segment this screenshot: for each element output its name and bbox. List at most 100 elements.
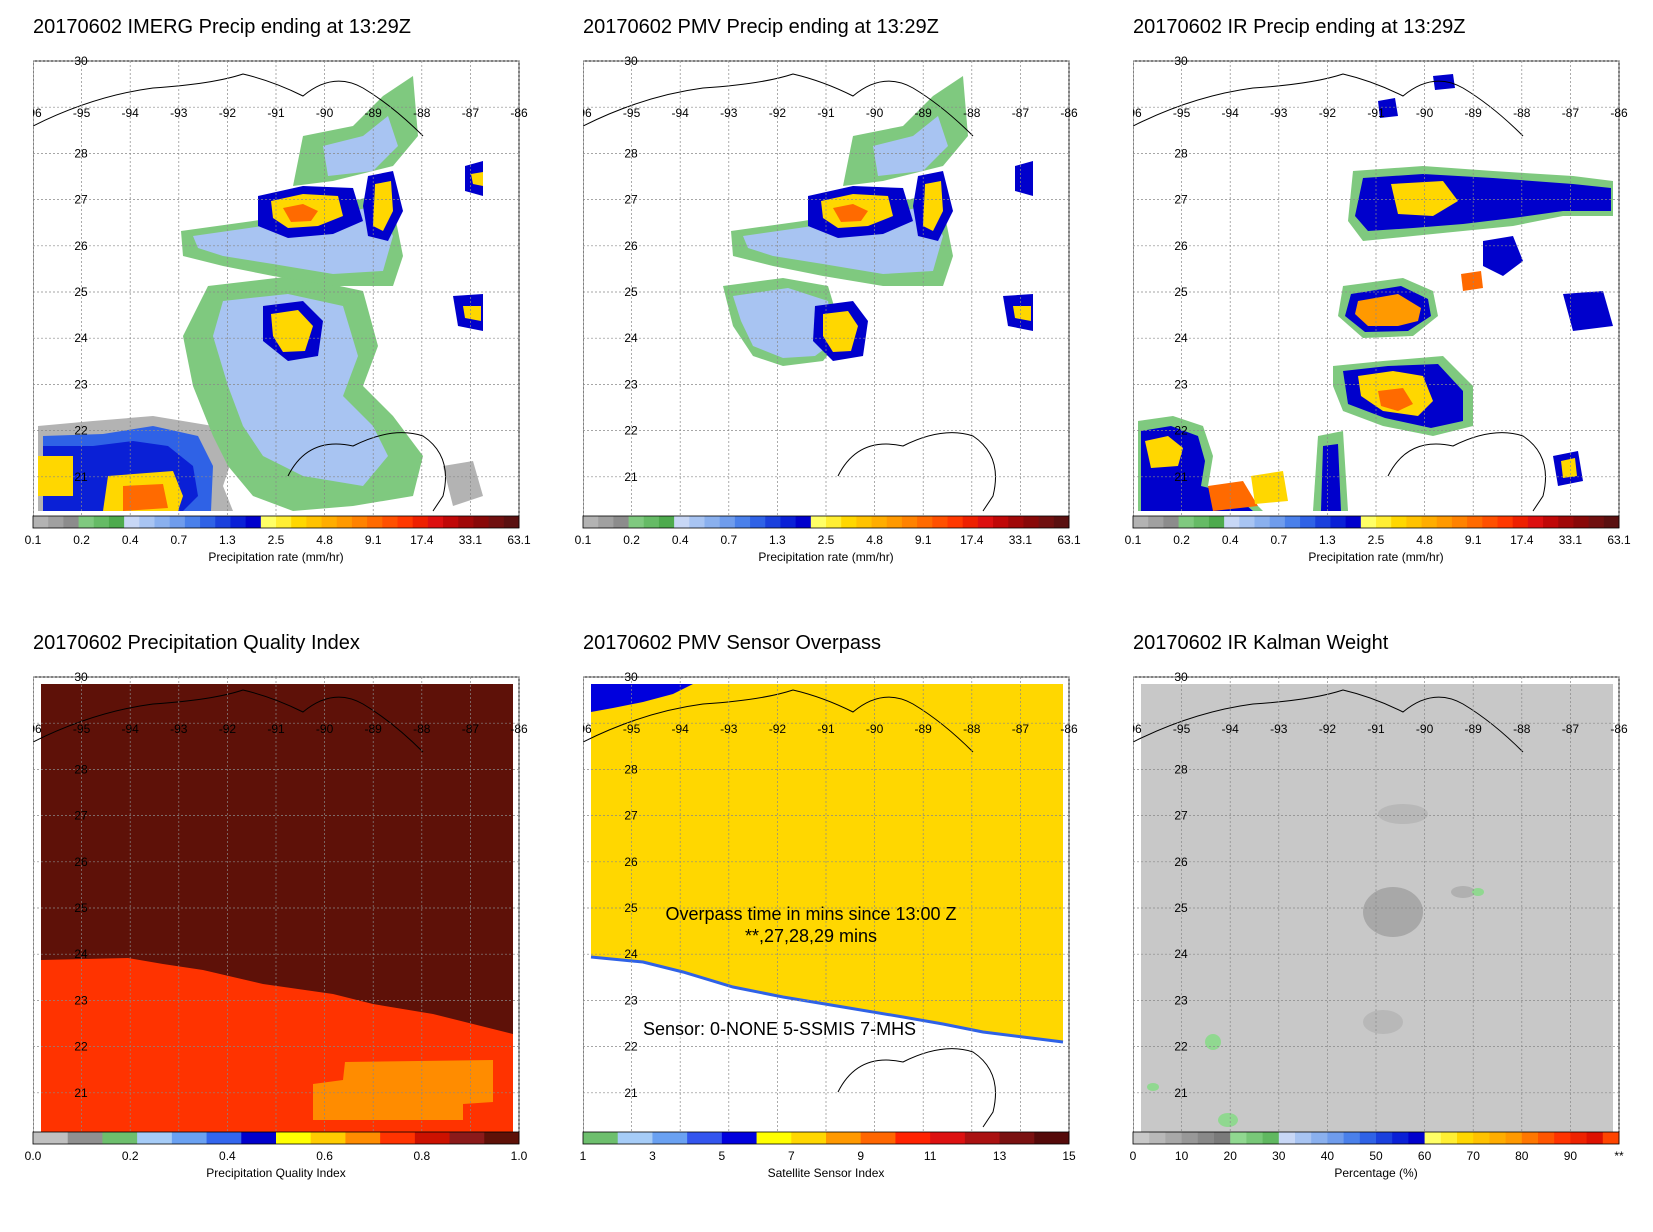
colorbar-swatch: [901, 516, 918, 528]
colorbar-swatch: [856, 516, 873, 528]
colorbar-tick-label: 20: [1224, 1149, 1238, 1163]
lat-tick-label: 24: [74, 331, 88, 345]
colorbar-tick-label: 0.0: [25, 1149, 42, 1163]
colorbar-swatch: [1262, 1132, 1280, 1144]
sensor-legend-text: Sensor: 0-NONE 5-SSMIS 7-MHS: [643, 1019, 916, 1039]
lon-tick-label: -88: [1513, 106, 1531, 120]
colorbar-tick-label: 4.8: [316, 533, 333, 547]
colorbar-tick-label: 70: [1467, 1149, 1481, 1163]
colorbar-label: Precipitation rate (mm/hr): [208, 550, 344, 564]
colorbar-swatch: [756, 1132, 792, 1144]
lon-tick-label: -96: [1133, 106, 1142, 120]
lon-tick-label: -92: [1319, 106, 1337, 120]
lon-tick-label: -87: [1562, 106, 1580, 120]
colorbar-swatch: [1230, 1132, 1247, 1144]
lat-tick-label: 22: [1174, 424, 1188, 438]
colorbar-swatch: [1360, 516, 1377, 528]
lat-tick-label: 24: [1174, 947, 1188, 961]
colorbar-swatch: [734, 516, 751, 528]
colorbar-swatch: [1254, 516, 1271, 528]
colorbar-swatch: [993, 516, 1009, 528]
lon-tick-label: -89: [1465, 722, 1483, 736]
lon-tick-label: -89: [365, 722, 383, 736]
lon-tick-label: -93: [170, 106, 188, 120]
colorbar-swatch: [1163, 516, 1180, 528]
colorbar-swatch: [1343, 1132, 1361, 1144]
lat-tick-label: 22: [74, 424, 88, 438]
colorbar-swatch: [33, 1132, 69, 1144]
colorbar-tick-label: 1.3: [1319, 533, 1336, 547]
colorbar-tick-label: 2.5: [818, 533, 835, 547]
sensor-overpass-panel: 20170602 PMV Sensor Overpass Overpass ti…: [580, 632, 1103, 1232]
colorbar-tick-label: 0.4: [1222, 533, 1239, 547]
colorbar-swatch: [1558, 516, 1574, 528]
colorbar-swatch: [1392, 1132, 1409, 1144]
colorbar-swatch: [658, 516, 675, 528]
lat-tick-label: 24: [624, 947, 638, 961]
colorbar-tick-label: 11: [924, 1149, 937, 1163]
colorbar-tick-label: 0.7: [1270, 533, 1287, 547]
colorbar-swatch: [1473, 1132, 1490, 1144]
colorbar-swatch: [1512, 516, 1529, 528]
colorbar-swatch: [826, 516, 842, 528]
coastline: [583, 73, 996, 512]
colorbar-label: Precipitation rate (mm/hr): [758, 550, 894, 564]
lat-tick-label: 26: [1174, 239, 1188, 253]
colorbar-swatch: [1208, 516, 1225, 528]
lat-tick-label: 25: [624, 901, 638, 915]
colorbar-tick-label: 13: [993, 1149, 1007, 1163]
lat-tick-label: 26: [624, 855, 638, 869]
colorbar-tick-label: 4.8: [866, 533, 883, 547]
lat-tick-label: 22: [1174, 1040, 1188, 1054]
lat-lon-grid: [1133, 60, 1620, 516]
colorbar-tick-label: 63.1: [1607, 533, 1631, 547]
lat-tick-label: 22: [624, 1040, 638, 1054]
colorbar-swatch: [200, 516, 216, 528]
colorbar-swatch: [1284, 516, 1301, 528]
colorbar-swatch: [1451, 516, 1468, 528]
lon-tick-label: -87: [1562, 722, 1580, 736]
lon-tick-label: -93: [720, 106, 738, 120]
lon-tick-label: -87: [462, 106, 480, 120]
colorbar-tick-label: 2.5: [1368, 533, 1385, 547]
colorbar-swatch: [1408, 1132, 1426, 1144]
colorbar-frame: [1132, 1131, 1620, 1145]
colorbar-swatch: [397, 516, 414, 528]
lat-tick-label: 27: [1174, 809, 1188, 823]
colorbar: 1 3 5 7 9 11 13 15: [580, 1131, 1076, 1163]
colorbar-swatch: [977, 516, 994, 528]
colorbar-swatch: [1034, 1132, 1070, 1144]
colorbar-tick-label: 4.8: [1416, 533, 1433, 547]
lon-tick-label: -89: [1465, 106, 1483, 120]
lon-tick-label: -90: [866, 106, 884, 120]
lon-tick-label: -94: [672, 106, 690, 120]
lon-tick-label: -90: [1416, 722, 1434, 736]
colorbar-swatch: [1440, 1132, 1458, 1144]
lon-tick-label: -94: [1222, 106, 1240, 120]
colorbar-swatch: [124, 516, 140, 528]
colorbar-swatch: [310, 1132, 346, 1144]
colorbar-swatch: [860, 1132, 896, 1144]
colorbar-swatch: [1008, 516, 1024, 528]
lat-tick-label: 24: [624, 331, 638, 345]
colorbar-tick-label: 9: [857, 1149, 864, 1163]
ir-precip-panel: 20170602 IR Precip ending at 13:29Z: [1125, 16, 1653, 616]
colorbar-tick-label: 0.8: [413, 1149, 430, 1163]
lon-tick-label: -91: [1367, 106, 1385, 120]
precip-field: [723, 76, 1033, 366]
colorbar-swatch: [780, 516, 797, 528]
colorbar-tick-label: 40: [1321, 1149, 1335, 1163]
colorbar-swatch: [791, 1132, 827, 1144]
coastline: [1133, 73, 1546, 512]
lon-tick-label: -92: [769, 106, 787, 120]
lon-tick-label: -93: [1270, 722, 1288, 736]
colorbar-swatch: [964, 1132, 1001, 1144]
colorbar-swatch: [336, 516, 353, 528]
colorbar-tick-label: 0.6: [316, 1149, 333, 1163]
panel-title: 20170602 PMV Sensor Overpass: [583, 632, 881, 654]
colorbar-swatch: [345, 1132, 381, 1144]
lat-lon-grid: [1133, 676, 1620, 1132]
coastline: [583, 689, 996, 1128]
colorbar-swatch: [750, 516, 766, 528]
lat-tick-label: 30: [624, 670, 638, 684]
